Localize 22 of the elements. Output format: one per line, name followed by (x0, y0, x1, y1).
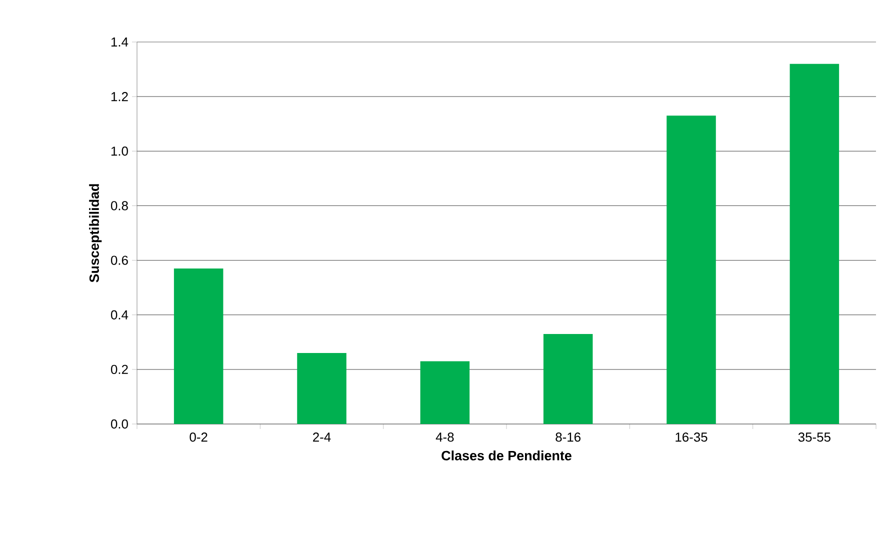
y-axis-title: Susceptibilidad (89, 184, 102, 282)
y-tick-label: 0.0 (110, 419, 128, 429)
bar (790, 64, 840, 424)
bar (666, 116, 716, 424)
y-tick-label: 1.2 (111, 92, 128, 102)
x-axis-title: Clases de Pendiente (442, 450, 572, 460)
x-tick-label: 4-8 (436, 432, 454, 442)
bar (174, 268, 224, 424)
x-tick-label: 2-4 (313, 432, 331, 442)
y-tick-label: 0.4 (110, 310, 128, 320)
y-tick-label: 0.8 (110, 201, 128, 210)
y-tick-label: 0.2 (110, 364, 128, 374)
bar (420, 361, 470, 424)
x-tick-label: 16-35 (676, 432, 708, 442)
x-tick-label: 8-16 (556, 432, 580, 442)
y-tick-label: 0.6 (110, 256, 128, 265)
bar (543, 334, 593, 424)
y-tick-label: 1.0 (111, 146, 128, 156)
x-tick-label: 0-2 (190, 432, 208, 442)
x-tick-label: 35-55 (798, 432, 830, 442)
bar (297, 353, 346, 424)
y-tick-label: 1.4 (111, 38, 128, 46)
